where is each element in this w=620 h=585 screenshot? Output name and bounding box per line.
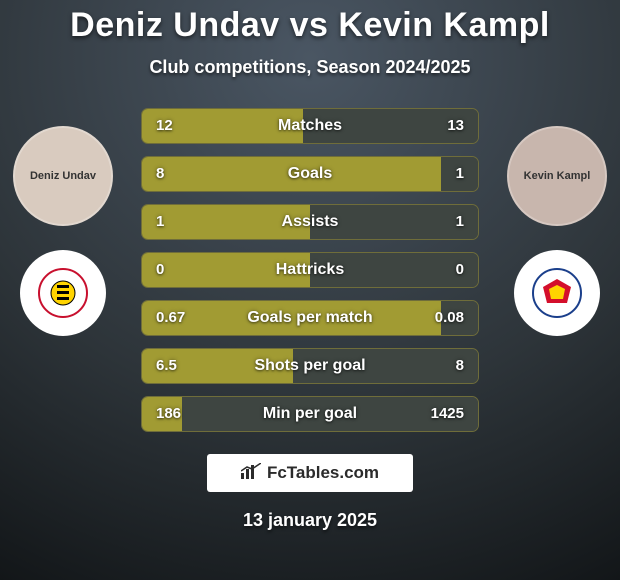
stat-bar: 1213Matches [141, 108, 479, 144]
brand-text: FcTables.com [267, 463, 379, 483]
player-right-club-badge [514, 250, 600, 336]
stat-label: Goals [142, 157, 478, 191]
left-player-col: Deniz Undav [8, 126, 118, 336]
stat-label: Min per goal [142, 397, 478, 431]
player-right-avatar: Kevin Kampl [507, 126, 607, 226]
page-subtitle: Club competitions, Season 2024/2025 [149, 57, 470, 78]
player-left-avatar: Deniz Undav [13, 126, 113, 226]
content-wrap: Deniz Undav vs Kevin Kampl Club competit… [0, 0, 620, 580]
stats-bars: 1213Matches 81Goals 11Assists 00Hattricks 0.… [141, 108, 479, 432]
stat-label: Matches [142, 109, 478, 143]
player-left-name: Deniz Undav [30, 170, 96, 182]
stat-bar: 00Hattricks [141, 252, 479, 288]
stat-label: Shots per goal [142, 349, 478, 383]
stat-bar: 81Goals [141, 156, 479, 192]
brand-chart-icon [241, 463, 261, 483]
footer-date: 13 january 2025 [243, 510, 377, 531]
leipzig-crest-icon [529, 265, 585, 321]
stat-label: Assists [142, 205, 478, 239]
stat-bar: 1861425Min per goal [141, 396, 479, 432]
stat-bar: 11Assists [141, 204, 479, 240]
stat-label: Hattricks [142, 253, 478, 287]
player-left-club-badge [20, 250, 106, 336]
stat-bar: 6.58Shots per goal [141, 348, 479, 384]
stuttgart-crest-icon [35, 265, 91, 321]
right-player-col: Kevin Kampl [502, 126, 612, 336]
stat-label: Goals per match [142, 301, 478, 335]
player-right-name: Kevin Kampl [524, 170, 591, 182]
brand-box: FcTables.com [207, 454, 413, 492]
stat-bar: 0.670.08Goals per match [141, 300, 479, 336]
page-title: Deniz Undav vs Kevin Kampl [70, 6, 550, 45]
